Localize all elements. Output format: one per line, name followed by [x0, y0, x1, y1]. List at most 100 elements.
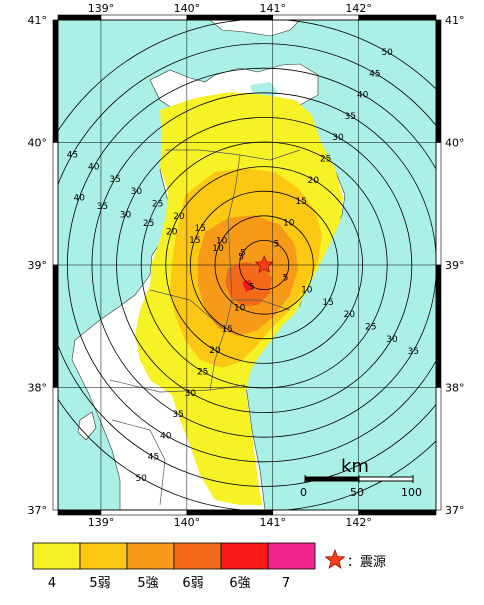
ring-label-35-4: 35	[109, 175, 120, 185]
legend-label-4: 4	[48, 576, 56, 591]
lat-lon-grid	[58, 19, 436, 511]
border-right-seg	[435, 387, 442, 511]
ring-label-10-2: 10	[212, 244, 224, 254]
border-right-seg	[435, 19, 442, 143]
border-right-seg	[435, 142, 442, 266]
sendai-bay	[268, 338, 292, 360]
border-top-seg	[100, 14, 188, 21]
lon-label-top-139: 139°	[88, 2, 115, 15]
ring-label-5-3: 5	[283, 273, 289, 283]
border-bottom-seg	[272, 509, 359, 516]
ring-label-50-1: 50	[135, 474, 147, 484]
ring-label-25-0: 25	[320, 154, 331, 164]
boundary-akita-iwate	[224, 154, 241, 331]
lat-label-left-37: 37°	[28, 504, 48, 517]
ring-label-10-4: 10	[216, 236, 228, 246]
border-bottom-seg	[57, 509, 102, 516]
intensity-6-upper-area	[242, 280, 254, 292]
legend-swatch-3	[173, 542, 222, 570]
lat-label-right-38: 38°	[445, 382, 465, 395]
ring-label-45-4: 45	[67, 150, 78, 160]
ring-label-20-1: 20	[209, 346, 221, 356]
ring-label-50-0: 50	[381, 48, 393, 58]
ring-label-25-1: 25	[197, 368, 208, 378]
scale-bar-tick-50: 50	[350, 486, 364, 499]
ring-label-15-4: 15	[195, 224, 206, 234]
scale-bar: km 0 50 100	[300, 456, 422, 499]
ring-label-35-2: 35	[97, 202, 108, 212]
land-hokkaido-tip	[209, 20, 301, 37]
ring-label-30-4: 30	[131, 187, 143, 197]
border-bottom-seg	[100, 509, 188, 516]
ring-label-35-3: 35	[408, 347, 419, 357]
legend-epicenter-label: ：震源	[347, 555, 386, 570]
lat-label-right-37: 37°	[445, 504, 465, 517]
prefecture-boundaries	[109, 149, 301, 506]
border-left-seg	[52, 142, 59, 266]
ring-label-25-3: 25	[365, 323, 376, 333]
lon-label-top-140: 140°	[174, 2, 201, 15]
ring-label-20-2: 20	[166, 227, 178, 237]
border-bottom-seg	[358, 509, 437, 516]
ring-label-15-2: 15	[189, 236, 200, 246]
border-left-seg	[52, 387, 59, 511]
land-sado-island	[77, 411, 97, 441]
boundary-akita-yamagata	[149, 289, 226, 331]
boundary-iwate-miyagi	[232, 299, 291, 311]
lon-label-bottom-139: 139°	[88, 516, 115, 529]
lat-label-left-38: 38°	[28, 382, 48, 395]
axis-labels: 139° 139° 140° 140° 141° 141° 142° 142° 41° 41° 40…	[28, 2, 465, 529]
ring-label-15-0: 15	[295, 197, 306, 207]
ring-label-5-2: 5	[238, 253, 244, 263]
epicenter-star-icon	[254, 255, 274, 274]
lon-label-bottom-140: 140°	[174, 516, 201, 529]
intensity-legend: 4 5弱 5強 6弱 6強 7 ：震源	[32, 542, 386, 591]
lat-label-left-39: 39°	[28, 259, 48, 272]
lat-label-right-39: 39°	[445, 259, 465, 272]
ring-label-40-0: 40	[357, 91, 369, 101]
legend-swatch-0	[32, 542, 81, 570]
ring-label-5-0: 5	[274, 240, 280, 250]
boundary-yamagata-miyagi	[209, 329, 226, 391]
ring-label-30-1: 30	[185, 389, 197, 399]
ring-label-25-2: 25	[143, 219, 154, 229]
border-left-seg	[52, 264, 59, 388]
ring-label-35-0: 35	[345, 112, 356, 122]
boundary-fukushima-niigata	[111, 419, 166, 506]
ring-label-10-3: 10	[301, 286, 313, 296]
boundary-yamagata-fukushima	[109, 379, 211, 393]
legend-label-6-lower: 6弱	[182, 576, 203, 591]
scale-bar-ruler	[304, 475, 414, 483]
lon-label-top-141: 141°	[260, 2, 287, 15]
lat-label-right-40: 40°	[445, 137, 465, 150]
border-bottom-seg	[186, 509, 274, 516]
distance-ring-45	[58, 43, 436, 487]
border-top-seg	[272, 14, 359, 21]
scale-bar-tick-100: 100	[401, 486, 422, 499]
ring-label-35-1: 35	[172, 410, 183, 420]
ring-label-30-3: 30	[386, 335, 398, 345]
border-top-seg	[57, 14, 102, 21]
legend-color-bar	[32, 542, 316, 570]
frame-outline	[57, 19, 437, 511]
legend-label-7: 7	[282, 576, 290, 591]
ring-label-45-0: 45	[369, 69, 380, 79]
lon-label-bottom-142: 142°	[345, 516, 372, 529]
ring-label-10-0: 10	[283, 218, 295, 228]
ring-label-20-0: 20	[308, 176, 320, 186]
border-top-seg	[186, 14, 274, 21]
legend-label-6-upper: 6強	[229, 576, 250, 591]
ring-label-5-4: 5	[240, 249, 246, 259]
legend-label-5-lower: 5弱	[89, 576, 110, 591]
ring-label-40-4: 40	[88, 163, 100, 173]
ring-label-25-4: 25	[152, 200, 163, 210]
lat-label-left-40: 40°	[28, 137, 48, 150]
border-right-seg	[435, 264, 442, 388]
legend-swatch-2	[126, 542, 175, 570]
legend-swatch-1	[79, 542, 128, 570]
ring-label-20-4: 20	[173, 212, 185, 222]
lon-label-bottom-141: 141°	[260, 516, 287, 529]
lon-label-top-142: 142°	[345, 2, 372, 15]
scale-bar-tick-0: 0	[300, 486, 307, 499]
